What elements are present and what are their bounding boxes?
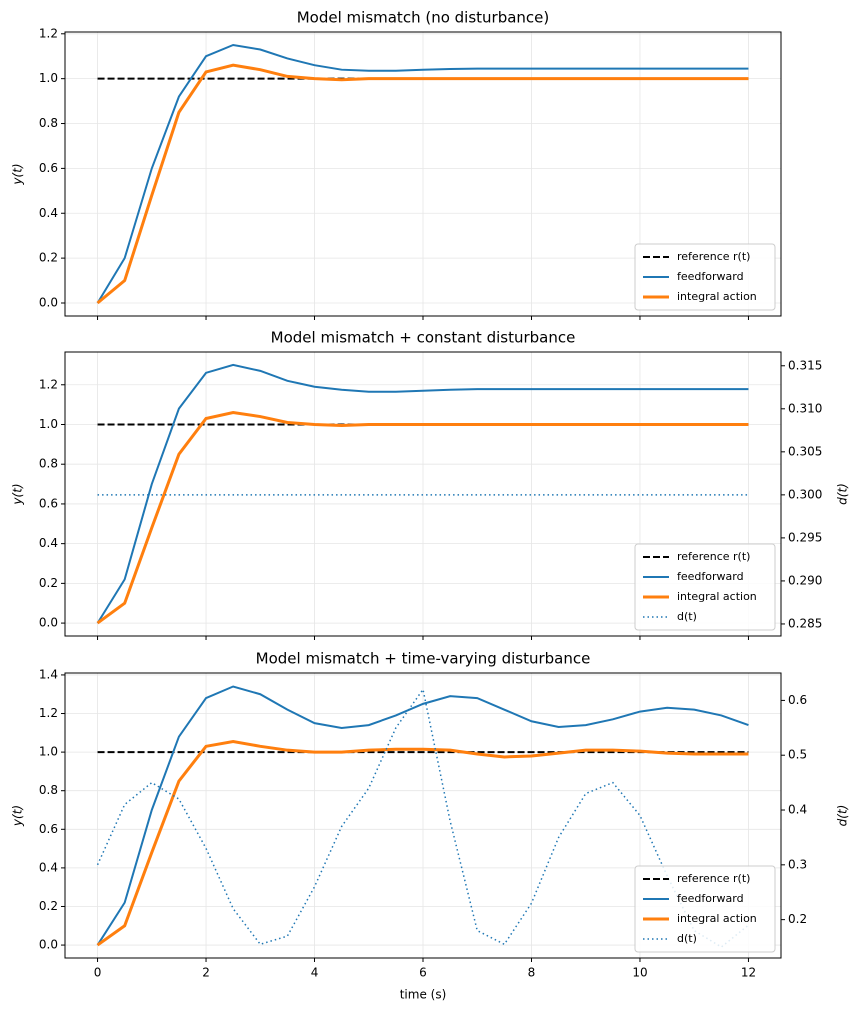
y-tick-label: 0.4 — [39, 860, 58, 874]
y-tick-label: 1.2 — [39, 26, 58, 40]
y2-tick-label: 0.310 — [788, 401, 822, 415]
panel-title: Model mismatch + constant disturbance — [271, 329, 576, 347]
legend-box — [634, 543, 776, 631]
y-tick-label: 0.2 — [39, 251, 58, 265]
y-tick-label: 0.8 — [39, 457, 58, 471]
x-axis-label: time (s) — [400, 988, 447, 1002]
y2-axis-label: d(t) — [836, 805, 850, 827]
x-tick-label: 2 — [202, 966, 210, 980]
y-tick-label: 0.6 — [39, 822, 58, 836]
y-tick-label: 1.0 — [39, 417, 58, 431]
y-axis-label: y(t) — [11, 483, 25, 505]
y-axis-label: y(t) — [11, 163, 25, 185]
legend-label: reference r(t) — [677, 550, 750, 563]
legend-label: integral action — [677, 590, 757, 603]
legend-label: feedforward — [677, 892, 744, 905]
legend-label: d(t) — [677, 932, 697, 945]
legend-label: d(t) — [677, 610, 697, 623]
series-line — [96, 411, 749, 625]
series-line — [96, 363, 749, 624]
x-tick-label: 12 — [741, 966, 756, 980]
y-tick-label: 0.0 — [39, 938, 58, 952]
y2-tick-label: 0.5 — [788, 748, 807, 762]
axes-frame — [64, 351, 782, 637]
legend-label: feedforward — [677, 570, 744, 583]
y2-tick-label: 0.300 — [788, 487, 822, 501]
panel: Model mismatch (no disturbance) 0.0 0.2 0.4… — [11, 9, 782, 320]
y-tick-label: 0.8 — [39, 783, 58, 797]
y-tick-label: 1.0 — [39, 745, 58, 759]
y-tick-label: 0.0 — [39, 616, 58, 630]
y-tick-label: 0.4 — [39, 206, 58, 220]
y2-tick-label: 0.4 — [788, 803, 807, 817]
axes-frame — [64, 672, 782, 959]
panel-title: Model mismatch + time-varying disturbanc… — [256, 650, 591, 668]
panel-title: Model mismatch (no disturbance) — [297, 9, 550, 27]
y-tick-label: 1.0 — [39, 71, 58, 85]
legend-label: feedforward — [677, 270, 744, 283]
axes-frame — [64, 31, 782, 317]
legend-box — [634, 243, 776, 311]
y2-tick-label: 0.305 — [788, 444, 822, 458]
y-tick-label: 0.6 — [39, 161, 58, 175]
y-tick-label: 0.0 — [39, 295, 58, 309]
y2-tick-label: 0.295 — [788, 530, 822, 544]
y-tick-label: 1.4 — [39, 667, 58, 681]
series-line — [96, 63, 749, 305]
x-tick-label: 8 — [528, 966, 536, 980]
legend-box — [634, 865, 776, 953]
y2-tick-label: 0.3 — [788, 857, 807, 871]
x-tick-label: 10 — [632, 966, 647, 980]
y-tick-label: 1.2 — [39, 706, 58, 720]
legend-label: integral action — [677, 912, 757, 925]
y-tick-label: 0.4 — [39, 536, 58, 550]
x-tick-label: 6 — [419, 966, 427, 980]
legend-label: reference r(t) — [677, 250, 750, 263]
y2-tick-label: 0.2 — [788, 912, 807, 926]
y2-axis-label: d(t) — [836, 483, 850, 505]
y2-tick-label: 0.6 — [788, 693, 807, 707]
y-tick-label: 0.2 — [39, 899, 58, 913]
series-line — [96, 685, 749, 946]
x-tick-label: 0 — [94, 966, 102, 980]
panel: Model mismatch + time-varying disturbanc… — [11, 650, 850, 1002]
legend-label: reference r(t) — [677, 872, 750, 885]
legend-label: integral action — [677, 290, 757, 303]
y2-tick-label: 0.290 — [788, 573, 822, 587]
series-line — [96, 43, 749, 304]
panel: Model mismatch + constant disturbance 0.0… — [11, 329, 850, 640]
y-axis-label: y(t) — [11, 805, 25, 827]
y2-tick-label: 0.315 — [788, 358, 822, 372]
y-tick-label: 0.6 — [39, 496, 58, 510]
x-tick-label: 4 — [311, 966, 319, 980]
y-tick-label: 0.8 — [39, 116, 58, 130]
y-tick-label: 0.2 — [39, 576, 58, 590]
series-line — [96, 739, 749, 947]
y-tick-label: 1.2 — [39, 377, 58, 391]
y2-tick-label: 0.285 — [788, 616, 822, 630]
